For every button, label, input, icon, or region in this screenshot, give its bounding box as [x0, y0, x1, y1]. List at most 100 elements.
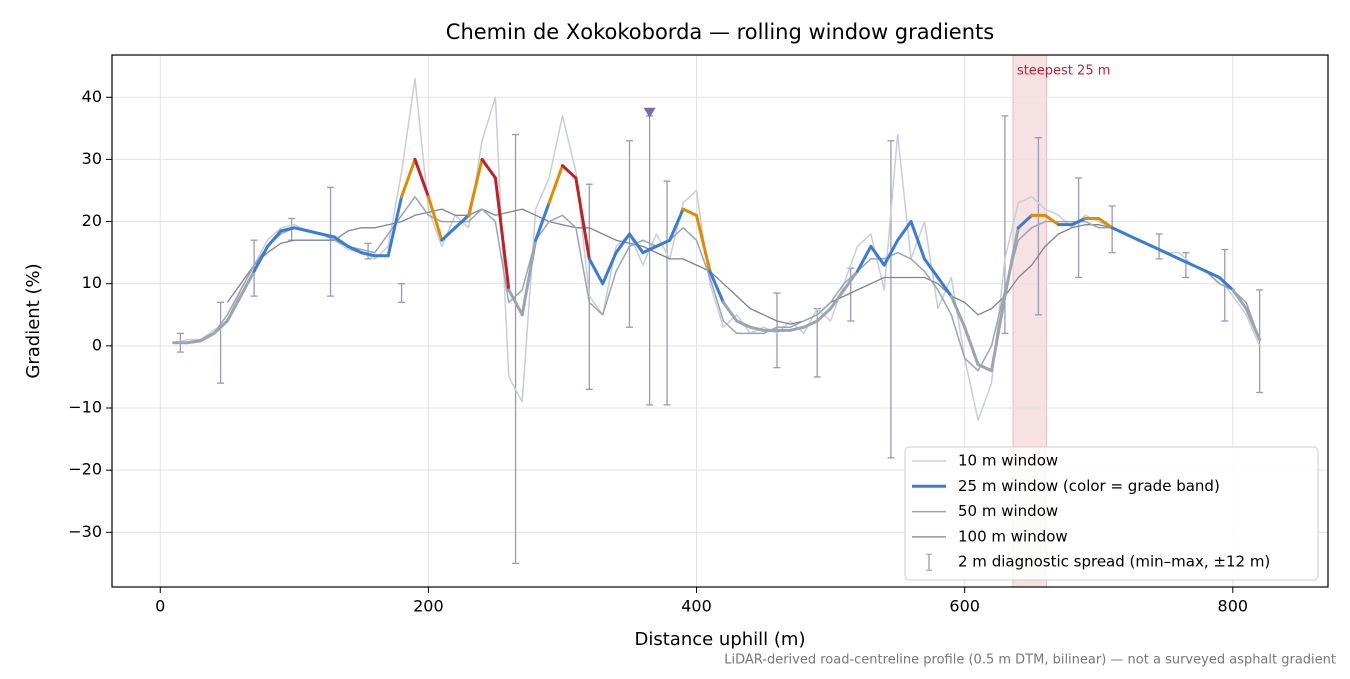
line-segment: [440, 226, 457, 242]
line-segment: [413, 157, 430, 199]
line-segment: [963, 325, 980, 367]
line-segment: [829, 288, 846, 311]
legend-box: [904, 446, 1319, 581]
legend-label: 100 m window: [958, 527, 1068, 545]
y-tick-label: −10: [68, 398, 102, 417]
line-segment: [802, 319, 819, 329]
line-segment: [292, 226, 310, 233]
line-segment: [1110, 226, 1128, 236]
peak-marker: [643, 107, 656, 118]
x-tick-label: 600: [949, 597, 980, 616]
line-segment: [601, 251, 618, 286]
line-segment: [909, 220, 926, 261]
line-segment: [480, 157, 497, 180]
line-segment: [534, 201, 551, 242]
line-segment: [346, 244, 363, 255]
line-segment: [279, 226, 296, 233]
line-segment: [735, 319, 752, 329]
line-segment: [842, 269, 859, 292]
line-segment: [453, 213, 471, 230]
line-segment: [1217, 275, 1235, 292]
line-segment: [212, 319, 229, 335]
line-segment: [936, 275, 953, 298]
line-segment: [654, 238, 672, 248]
x-tick-label: 400: [681, 597, 712, 616]
legend-label: 50 m window: [958, 502, 1058, 520]
line-segment: [1177, 257, 1195, 267]
line-segment: [681, 207, 699, 217]
line-segment: [788, 325, 806, 332]
line-segment: [520, 238, 538, 317]
line-segment: [614, 232, 632, 255]
line-segment: [266, 229, 283, 248]
line-segment: [239, 269, 256, 298]
line-segment: [989, 294, 1007, 373]
y-tick-label: 30: [82, 149, 102, 168]
line-segment: [1244, 307, 1262, 342]
line-segment: [695, 213, 712, 273]
line-segment: [198, 331, 216, 343]
y-tick-label: −20: [68, 460, 102, 479]
line-segment: [426, 195, 444, 242]
line-segment: [560, 164, 578, 180]
line-segment: [359, 251, 377, 258]
line-segment: [1137, 238, 1154, 248]
line-segment: [1003, 226, 1020, 298]
line-segment: [721, 300, 739, 323]
line: [173, 77, 1261, 422]
line-segment: [493, 176, 511, 292]
line-segment: [333, 235, 350, 248]
line-segment: [1124, 232, 1141, 242]
line-segment: [855, 244, 873, 273]
line-segment: [1191, 263, 1208, 273]
x-axis-label: Distance uphill (m): [635, 629, 806, 650]
line-segment: [574, 176, 591, 261]
y-axis-label: Gradient (%): [23, 263, 44, 378]
legend-label: 10 m window: [958, 452, 1058, 470]
y-tick-label: 10: [82, 273, 102, 292]
line-segment: [641, 244, 658, 255]
line-segment: [668, 207, 685, 242]
line-segment: [467, 157, 484, 217]
y-tick-label: 40: [82, 87, 102, 106]
line-segment: [587, 257, 605, 286]
line-segment: [1043, 213, 1061, 227]
line-segment: [319, 232, 337, 239]
line-segment: [922, 257, 940, 279]
line-segment: [507, 288, 524, 317]
plot-frame: [111, 54, 1329, 588]
chart-title: Chemin de Xokokoborda — rolling window g…: [446, 20, 994, 44]
line-segment: [976, 363, 993, 373]
line-segment: [547, 164, 564, 205]
y-tick-label: −30: [68, 522, 102, 541]
line-segment: [225, 294, 243, 323]
line-segment: [400, 157, 417, 199]
highlight-label: steepest 25 m: [1017, 64, 1110, 79]
line-segment: [748, 325, 766, 332]
line-segment: [185, 339, 202, 345]
line-segment: [1231, 288, 1248, 311]
line-segment: [1016, 213, 1034, 230]
line-segment: [882, 238, 900, 267]
x-tick-label: 800: [1218, 597, 1249, 616]
line-segment: [815, 307, 833, 323]
line-segment: [896, 220, 913, 242]
line-segment: [1164, 251, 1181, 261]
line-segment: [1097, 216, 1114, 230]
line-segment: [386, 195, 404, 258]
legend-label: 25 m window (color = grade band): [958, 477, 1220, 495]
line-segment: [1150, 244, 1168, 255]
line-segment: [252, 244, 270, 273]
line-segment: [1070, 216, 1087, 227]
line-segment: [708, 269, 725, 304]
x-tick-label: 0: [155, 597, 165, 616]
line: [226, 208, 1234, 325]
line-segment: [1204, 269, 1221, 279]
line-segment: [628, 232, 645, 255]
footnote: LiDAR-derived road-centreline profile (0…: [724, 653, 1336, 668]
x-tick-label: 200: [413, 597, 444, 616]
y-tick-label: 0: [92, 335, 102, 354]
line-segment: [306, 229, 323, 236]
line-segment: [949, 294, 967, 329]
